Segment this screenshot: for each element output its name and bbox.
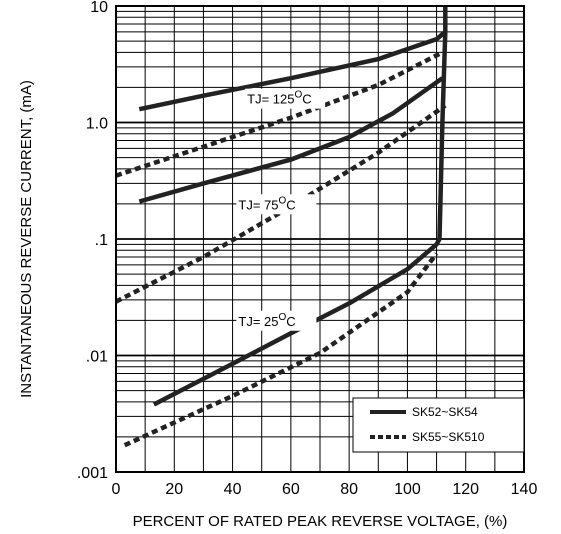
y-tick-label: .01: [86, 349, 108, 366]
legend-box: [352, 397, 525, 453]
temperature-annotation: TJ= 125OC: [247, 90, 312, 107]
annotation-background: [245, 88, 326, 109]
annotation-layer: TJ= 125OC TJ= 75OC TJ= 25OC: [236, 88, 326, 331]
temperature-annotation: TJ= 25OC: [238, 312, 295, 329]
annotation-background: [236, 310, 317, 331]
legend-label-dotted: SK55~SK510: [412, 430, 485, 444]
series-line-solid-75: [138, 76, 444, 204]
y-tick-label: .1: [95, 232, 108, 249]
x-tick-label: 60: [282, 481, 300, 498]
legend-label-solid: SK52~SK54: [412, 405, 478, 419]
x-tick-label: 40: [224, 481, 242, 498]
series-line-dotted-25: [123, 252, 439, 448]
temperature-annotation: TJ= 75OC: [238, 195, 295, 212]
series-line-dotted-125: [115, 50, 444, 178]
legend: SK52~SK54 SK55~SK510: [352, 397, 525, 453]
x-tick-label: 0: [112, 481, 121, 498]
plot-frame: [115, 5, 525, 473]
x-axis-title: PERCENT OF RATED PEAK REVERSE VOLTAGE, (…: [133, 513, 508, 530]
y-tick-label: 1.0: [86, 116, 108, 133]
y-tick-label: .001: [77, 465, 108, 482]
x-tick-label: 140: [511, 481, 538, 498]
y-tick-label: 10: [90, 0, 108, 16]
annotation-background: [236, 194, 317, 215]
x-tick-label: 120: [452, 481, 479, 498]
x-tick-label: 20: [165, 481, 183, 498]
series-layer: [114, 6, 448, 448]
x-tick-label: 80: [340, 481, 358, 498]
y-axis-title: INSTANTANEOUS REVERSE CURRENT, (mA): [18, 80, 35, 398]
x-tick-label: 100: [394, 481, 421, 498]
series-line-solid-25: [152, 31, 448, 407]
tick-layer: 0 20 40 60 80 100 120 140 .001 .01 .1 1.0 10: [77, 0, 538, 498]
series-line-dotted-75: [114, 103, 447, 304]
